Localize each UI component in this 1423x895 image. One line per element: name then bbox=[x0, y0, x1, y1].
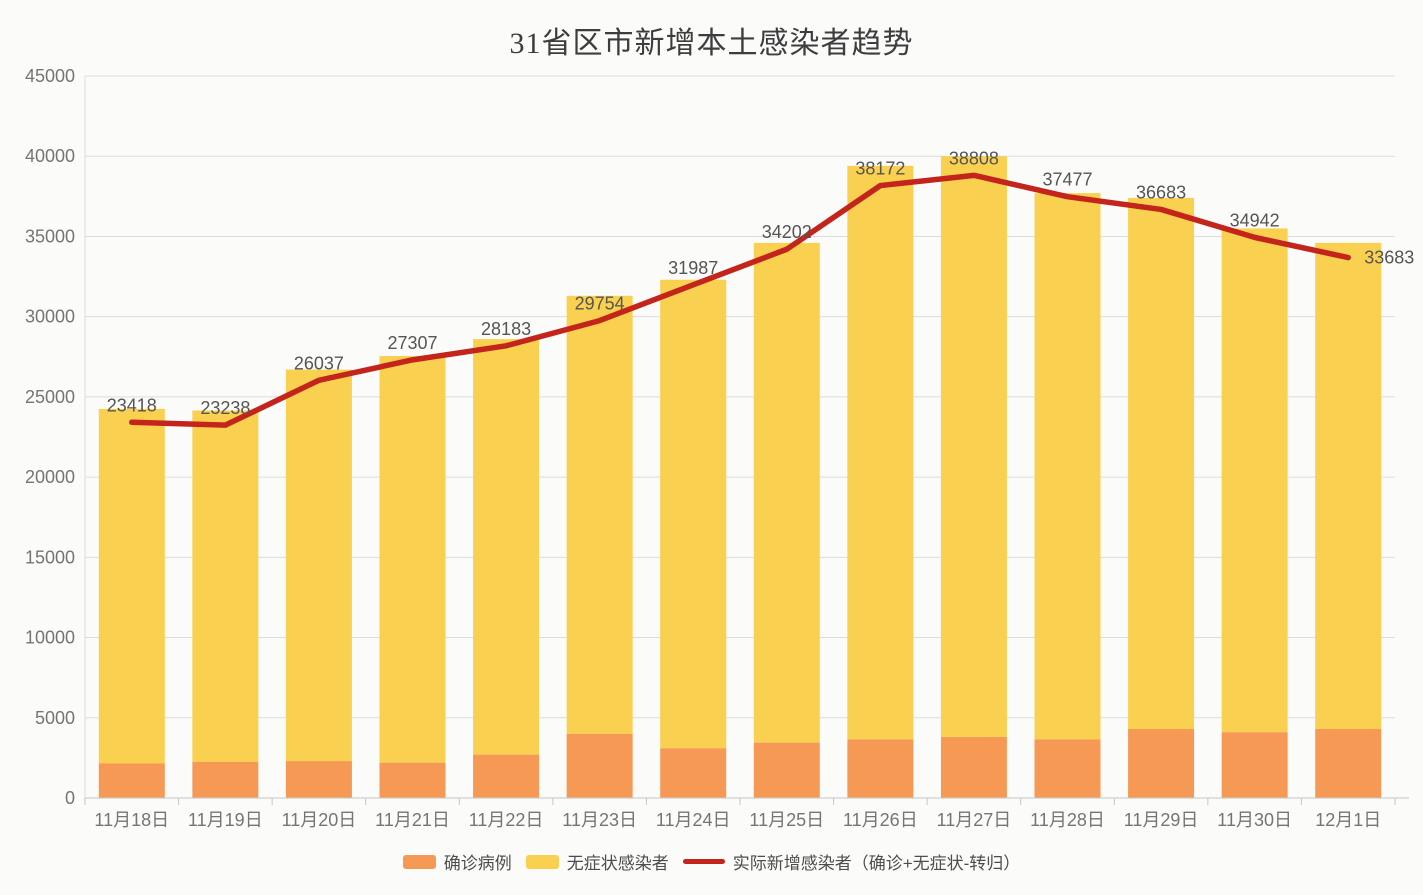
data-label: 23238 bbox=[200, 398, 250, 418]
bar-segment-confirmed bbox=[660, 748, 727, 798]
data-label: 28183 bbox=[481, 319, 531, 339]
bar-segment-asymptomatic bbox=[98, 408, 165, 764]
y-axis-label: 40000 bbox=[25, 146, 75, 166]
x-axis-label: 11月26日 bbox=[843, 810, 918, 830]
y-axis-label: 30000 bbox=[25, 307, 75, 327]
legend-item-confirmed: 确诊病例 bbox=[402, 849, 512, 874]
data-label: 36683 bbox=[1136, 182, 1186, 202]
x-axis-label: 11月27日 bbox=[937, 810, 1012, 830]
x-axis-label: 11月30日 bbox=[1217, 810, 1292, 830]
bar-segment-asymptomatic bbox=[660, 279, 727, 749]
y-axis-label: 35000 bbox=[25, 226, 75, 246]
trend-line-swatch bbox=[682, 859, 725, 864]
data-label: 31987 bbox=[668, 258, 718, 278]
bar-segment-confirmed bbox=[98, 763, 165, 798]
y-axis-label: 10000 bbox=[25, 628, 75, 648]
data-label: 33683 bbox=[1364, 248, 1414, 268]
y-axis-label: 25000 bbox=[25, 387, 75, 407]
data-label: 37477 bbox=[1042, 170, 1092, 190]
x-axis-label: 12月1日 bbox=[1315, 810, 1381, 830]
data-label: 38808 bbox=[949, 148, 999, 168]
bar-segment-confirmed bbox=[1315, 729, 1382, 798]
bar-segment-asymptomatic bbox=[753, 242, 820, 743]
data-label: 23418 bbox=[107, 395, 157, 415]
trend-line bbox=[129, 172, 1351, 428]
bar-segment-confirmed bbox=[1128, 729, 1195, 798]
legend-label-actual: 实际新增感染者（确诊+无症状-转归） bbox=[732, 854, 1021, 873]
x-axis-label: 11月20日 bbox=[282, 810, 357, 830]
x-axis-label: 11月22日 bbox=[469, 810, 544, 830]
bar-segment-confirmed bbox=[753, 742, 820, 798]
bar-segment-asymptomatic bbox=[285, 369, 352, 762]
bar-segment-confirmed bbox=[473, 754, 540, 798]
bar-segment-confirmed bbox=[285, 761, 352, 798]
x-axis-label: 11月24日 bbox=[656, 810, 731, 830]
y-axis-label: 0 bbox=[65, 788, 75, 808]
x-axis-label: 11月29日 bbox=[1124, 810, 1199, 830]
data-label: 26037 bbox=[294, 353, 344, 373]
data-label: 34202 bbox=[762, 222, 812, 242]
data-label: 27307 bbox=[387, 333, 437, 353]
chart-plot: 0 5000 10000 15000 20000 25000 30000 35000 40000… bbox=[25, 66, 1414, 830]
y-axis-label: 15000 bbox=[25, 547, 75, 567]
bar-segment-confirmed bbox=[379, 762, 446, 798]
bar-segment-confirmed bbox=[1221, 732, 1288, 798]
bar-segment-asymptomatic bbox=[379, 355, 446, 763]
bar-segment-confirmed bbox=[566, 733, 633, 798]
y-axis-label: 20000 bbox=[25, 467, 75, 487]
legend-label-asymptomatic: 无症状感染者 bbox=[566, 854, 669, 873]
data-label: 29754 bbox=[575, 294, 625, 314]
data-label: 34942 bbox=[1230, 210, 1280, 230]
legend-label-confirmed: 确诊病例 bbox=[443, 854, 512, 873]
bar-segment-asymptomatic bbox=[847, 165, 914, 740]
bar-segment-asymptomatic bbox=[473, 339, 540, 755]
bar-segment-asymptomatic bbox=[1315, 242, 1382, 730]
x-axis-label: 11月23日 bbox=[562, 810, 637, 830]
bar-segment-confirmed bbox=[1034, 739, 1101, 798]
bar-segment-asymptomatic bbox=[1128, 197, 1195, 730]
legend: 确诊病例 无症状感染者 实际新增感染者（确诊+无症状-转归） bbox=[0, 849, 1423, 874]
bar-segment-asymptomatic bbox=[1221, 228, 1288, 733]
legend-item-actual-line: 实际新增感染者（确诊+无症状-转归） bbox=[682, 849, 1021, 874]
y-axis-label: 5000 bbox=[35, 708, 75, 728]
asymptomatic-swatch bbox=[525, 854, 559, 869]
legend-item-asymptomatic: 无症状感染者 bbox=[525, 849, 669, 874]
bar-segment-asymptomatic bbox=[940, 156, 1007, 738]
confirmed-swatch bbox=[402, 854, 436, 869]
x-axis-label: 11月25日 bbox=[749, 810, 824, 830]
y-axis-label: 45000 bbox=[25, 66, 75, 86]
x-axis-label: 11月19日 bbox=[188, 810, 263, 830]
data-label: 38172 bbox=[855, 159, 905, 179]
bar-segment-asymptomatic bbox=[1034, 193, 1101, 740]
x-axis-label: 11月28日 bbox=[1030, 810, 1105, 830]
bar-segment-confirmed bbox=[847, 739, 914, 798]
x-axis-label: 11月21日 bbox=[375, 810, 450, 830]
bar-segment-confirmed bbox=[940, 737, 1007, 798]
x-axis-label: 11月18日 bbox=[94, 810, 169, 830]
bar-segment-confirmed bbox=[192, 761, 259, 798]
bar-segment-asymptomatic bbox=[566, 295, 633, 734]
bar-segment-asymptomatic bbox=[192, 410, 259, 762]
chart-title: 31省区市新增本土感染者趋势 bbox=[509, 27, 914, 60]
